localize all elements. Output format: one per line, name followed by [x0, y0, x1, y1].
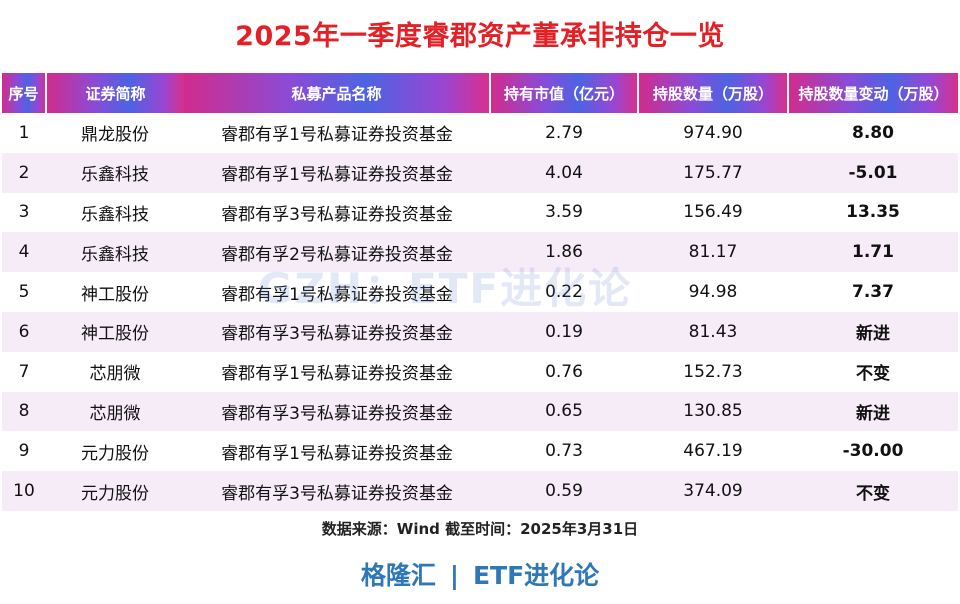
cell-fund-name: 睿郡有孚3号私募证券投资基金 — [184, 391, 490, 432]
cell-shares: 374.09 — [638, 471, 788, 511]
holdings-table: 序号 证券简称 私募产品名称 持有市值（亿元） 持股数量（万股） 持股数量变动（… — [2, 73, 958, 511]
table-row: 3 乐鑫科技 睿郡有孚3号私募证券投资基金 3.59 156.49 13.35 — [2, 192, 958, 233]
cell-market-value: 0.19 — [490, 311, 638, 352]
header-index: 序号 — [2, 73, 47, 113]
cell-market-value: 3.59 — [490, 192, 638, 233]
cell-stock-name: 元力股份 — [46, 471, 184, 511]
cell-fund-name: 睿郡有孚1号私募证券投资基金 — [184, 152, 490, 193]
table-row: 5 神工股份 睿郡有孚1号私募证券投资基金 0.22 94.98 7.37 — [2, 272, 958, 312]
cell-index: 7 — [2, 351, 46, 392]
cell-shares: 81.43 — [638, 311, 788, 352]
footer-brand-left: 格隆汇 — [360, 561, 436, 590]
cell-market-value: 2.79 — [490, 113, 638, 153]
cell-index: 3 — [2, 192, 46, 233]
cell-market-value: 0.73 — [490, 431, 638, 472]
page-title: 2025年一季度睿郡资产董承非持仓一览 — [235, 21, 725, 52]
cell-fund-name: 睿郡有孚1号私募证券投资基金 — [184, 431, 490, 472]
footer-separator: | — [449, 561, 459, 590]
table-row: 9 元力股份 睿郡有孚1号私募证券投资基金 0.73 467.19 -30.00 — [2, 431, 958, 472]
footer-brand-right: ETF进化论 — [472, 561, 600, 590]
cell-shares-change: -30.00 — [788, 431, 958, 472]
cell-market-value: 4.04 — [490, 152, 638, 193]
cell-shares: 974.90 — [638, 113, 788, 153]
table-row: 6 神工股份 睿郡有孚3号私募证券投资基金 0.19 81.43 新进 — [2, 311, 958, 352]
header-stock-name: 证券简称 — [46, 73, 184, 113]
header-fund-name: 私募产品名称 — [184, 73, 491, 113]
header-market-value: 持有市值（亿元） — [490, 73, 639, 113]
cell-stock-name: 芯朋微 — [46, 391, 184, 432]
cell-stock-name: 芯朋微 — [46, 351, 184, 392]
cell-index: 8 — [2, 391, 46, 432]
cell-shares-change: 13.35 — [788, 192, 958, 233]
cell-shares: 130.85 — [638, 391, 788, 432]
cell-fund-name: 睿郡有孚1号私募证券投资基金 — [184, 272, 490, 312]
table-row: 8 芯朋微 睿郡有孚3号私募证券投资基金 0.65 130.85 新进 — [2, 391, 958, 432]
cell-stock-name: 乐鑫科技 — [46, 232, 184, 273]
cell-market-value: 1.86 — [490, 232, 638, 273]
cell-index: 10 — [2, 471, 46, 511]
cell-shares: 81.17 — [638, 232, 788, 273]
cell-stock-name: 乐鑫科技 — [46, 152, 184, 193]
cell-stock-name: 乐鑫科技 — [46, 192, 184, 233]
cell-stock-name: 鼎龙股份 — [46, 113, 184, 153]
cell-index: 1 — [2, 113, 46, 153]
cell-shares-change: 7.37 — [788, 272, 958, 312]
table-row: 1 鼎龙股份 睿郡有孚1号私募证券投资基金 2.79 974.90 8.80 — [2, 113, 958, 153]
cell-stock-name: 神工股份 — [46, 311, 184, 352]
cell-shares: 156.49 — [638, 192, 788, 233]
table-row: 10 元力股份 睿郡有孚3号私募证券投资基金 0.59 374.09 不变 — [2, 471, 958, 511]
data-source-note: 数据来源：Wind 截至时间：2025年3月31日 — [321, 520, 639, 538]
cell-index: 9 — [2, 431, 46, 472]
table-row: 7 芯朋微 睿郡有孚1号私募证券投资基金 0.76 152.73 不变 — [2, 351, 958, 392]
cell-index: 6 — [2, 311, 46, 352]
table-body: 1 鼎龙股份 睿郡有孚1号私募证券投资基金 2.79 974.90 8.80 2 乐鑫科技 睿郡… — [2, 113, 958, 511]
cell-shares: 94.98 — [638, 272, 788, 312]
table-row: 2 乐鑫科技 睿郡有孚1号私募证券投资基金 4.04 175.77 -5.01 — [2, 152, 958, 193]
table-row: 4 乐鑫科技 睿郡有孚2号私募证券投资基金 1.86 81.17 1.71 — [2, 232, 958, 273]
cell-market-value: 0.65 — [490, 391, 638, 432]
cell-market-value: 0.59 — [490, 471, 638, 511]
cell-fund-name: 睿郡有孚1号私募证券投资基金 — [184, 113, 490, 153]
cell-market-value: 0.22 — [490, 272, 638, 312]
cell-index: 5 — [2, 272, 46, 312]
cell-shares-change: 8.80 — [788, 113, 958, 153]
cell-fund-name: 睿郡有孚3号私募证券投资基金 — [184, 311, 490, 352]
cell-market-value: 0.76 — [490, 351, 638, 392]
header-shares: 持股数量（万股） — [638, 73, 789, 113]
cell-shares-change: 新进 — [788, 311, 958, 352]
cell-shares-change: 不变 — [788, 351, 958, 392]
cell-index: 4 — [2, 232, 46, 273]
cell-fund-name: 睿郡有孚3号私募证券投资基金 — [184, 192, 490, 233]
cell-shares-change: 1.71 — [788, 232, 958, 273]
cell-stock-name: 元力股份 — [46, 431, 184, 472]
cell-shares-change: 不变 — [788, 471, 958, 511]
cell-fund-name: 睿郡有孚1号私募证券投资基金 — [184, 351, 490, 392]
cell-stock-name: 神工股份 — [46, 272, 184, 312]
header-shares-change: 持股数量变动（万股） — [788, 73, 958, 113]
cell-shares: 175.77 — [638, 152, 788, 193]
cell-shares: 467.19 — [638, 431, 788, 472]
cell-fund-name: 睿郡有孚3号私募证券投资基金 — [184, 471, 490, 511]
cell-shares-change: -5.01 — [788, 152, 958, 193]
cell-index: 2 — [2, 152, 46, 193]
cell-shares: 152.73 — [638, 351, 788, 392]
footer-brand: 格隆汇 | ETF进化论 — [0, 556, 960, 592]
table-header-row: 序号 证券简称 私募产品名称 持有市值（亿元） 持股数量（万股） 持股数量变动（… — [2, 73, 958, 113]
cell-fund-name: 睿郡有孚2号私募证券投资基金 — [184, 232, 490, 273]
cell-shares-change: 新进 — [788, 391, 958, 432]
